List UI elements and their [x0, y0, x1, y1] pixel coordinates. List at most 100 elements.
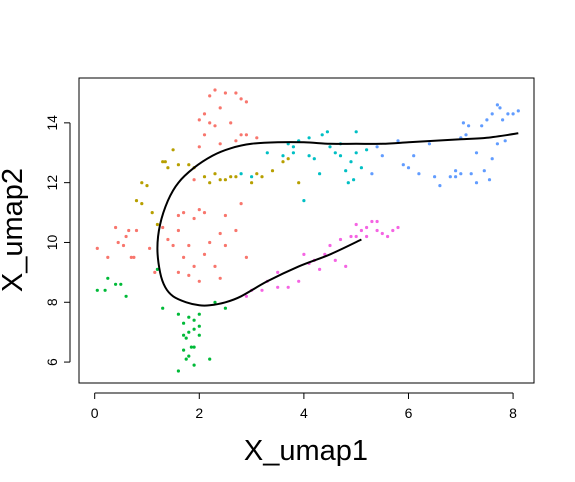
data-point — [208, 94, 212, 98]
data-point — [239, 133, 243, 137]
data-point — [192, 216, 196, 221]
data-point — [229, 175, 233, 179]
data-point — [459, 172, 463, 176]
data-point — [365, 234, 369, 239]
data-point — [307, 154, 311, 158]
data-point — [344, 264, 348, 268]
data-point — [349, 234, 353, 239]
data-point — [140, 181, 144, 185]
data-point — [487, 178, 492, 182]
data-point — [155, 267, 159, 271]
data-point — [375, 228, 379, 233]
trajectory-curve-layer — [156, 132, 519, 307]
data-point — [176, 312, 180, 316]
data-point — [506, 112, 510, 116]
data-point — [239, 97, 243, 101]
y-axis-title: X_umap2 — [0, 168, 29, 292]
data-point — [182, 211, 186, 215]
y-tick-label: 8 — [44, 298, 60, 306]
data-point — [192, 178, 196, 182]
data-point — [218, 276, 222, 280]
data-point — [114, 282, 118, 286]
data-point — [417, 172, 421, 176]
data-point — [454, 169, 458, 173]
data-point — [370, 172, 374, 176]
data-point — [464, 133, 468, 137]
data-point — [124, 234, 128, 239]
data-point — [119, 282, 123, 286]
x-tick-label: 6 — [405, 405, 413, 421]
data-point — [354, 151, 358, 155]
data-point — [412, 154, 416, 158]
data-point — [270, 169, 275, 173]
data-point — [375, 219, 379, 224]
data-point — [265, 151, 269, 155]
data-point — [197, 279, 201, 283]
data-point — [161, 225, 165, 230]
data-point — [359, 166, 363, 170]
data-point — [312, 157, 316, 161]
data-point — [454, 175, 458, 179]
data-point — [239, 172, 243, 176]
data-point — [482, 169, 486, 173]
data-point — [161, 306, 165, 310]
data-point — [208, 181, 212, 185]
data-point — [192, 363, 196, 367]
data-point — [354, 130, 358, 134]
data-point — [380, 231, 384, 236]
data-point — [338, 237, 343, 242]
data-point — [406, 166, 411, 170]
data-point — [328, 145, 332, 149]
data-point — [260, 175, 264, 179]
data-point — [197, 118, 201, 122]
data-point — [182, 321, 186, 325]
data-point — [427, 142, 431, 146]
x-axis-title: X_umap1 — [244, 435, 368, 467]
data-point — [155, 222, 159, 227]
data-point — [467, 124, 471, 128]
data-point — [307, 136, 311, 140]
data-point — [202, 211, 207, 215]
data-point — [501, 118, 505, 122]
data-point — [325, 130, 329, 134]
data-point — [396, 139, 400, 143]
data-point — [511, 112, 515, 116]
data-point — [391, 228, 395, 233]
data-point — [218, 142, 222, 146]
data-point — [140, 202, 144, 206]
data-point — [197, 145, 201, 149]
data-point — [244, 255, 248, 259]
data-point — [244, 100, 248, 104]
data-point — [187, 273, 191, 277]
data-point — [134, 199, 139, 203]
data-point — [260, 288, 264, 292]
data-point — [498, 106, 502, 110]
data-point — [202, 112, 207, 116]
data-point — [365, 225, 369, 230]
data-point — [223, 243, 227, 248]
data-point — [145, 184, 149, 188]
y-tick-label: 10 — [44, 234, 60, 250]
data-point — [184, 357, 188, 361]
data-point — [244, 294, 248, 298]
data-point — [184, 336, 188, 340]
data-point — [208, 121, 212, 125]
data-point — [103, 288, 107, 292]
data-point — [116, 240, 120, 245]
data-point — [208, 357, 212, 361]
data-point — [197, 324, 201, 328]
data-point — [359, 228, 363, 233]
data-point — [121, 243, 126, 248]
data-point — [485, 118, 489, 122]
data-point — [176, 213, 180, 218]
data-point — [187, 243, 191, 248]
data-point — [114, 225, 118, 230]
data-point — [297, 181, 301, 185]
data-point — [176, 228, 180, 233]
data-point — [134, 228, 139, 233]
y-tick-label: 12 — [44, 175, 60, 191]
data-point — [438, 184, 442, 188]
data-point — [127, 228, 131, 233]
data-point — [495, 103, 499, 107]
data-point — [503, 139, 507, 143]
